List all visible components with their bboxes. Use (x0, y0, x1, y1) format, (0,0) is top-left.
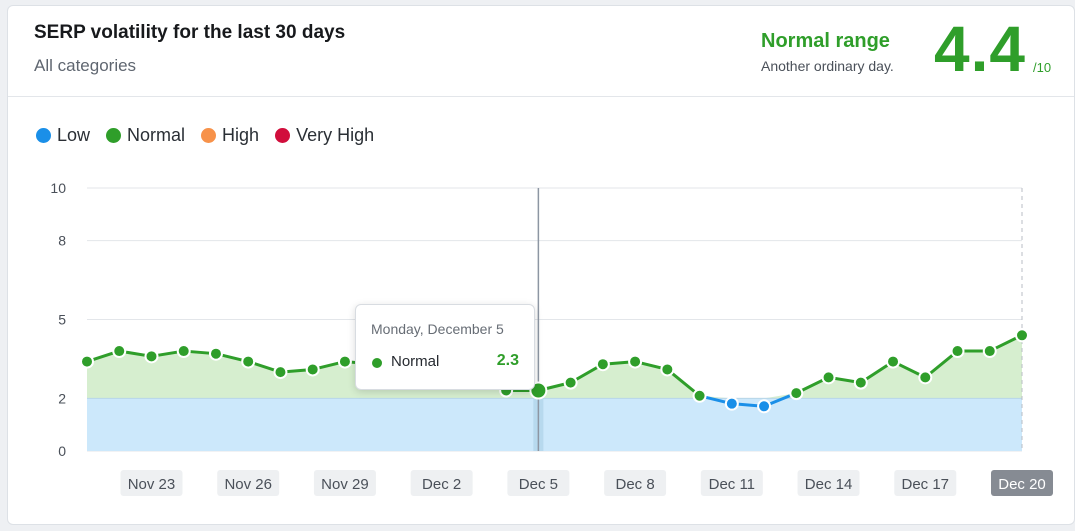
legend-label: High (222, 125, 260, 145)
x-tick-badge (507, 470, 570, 496)
y-tick-label: 8 (58, 233, 66, 249)
x-tick-badge (700, 470, 763, 496)
category-selector[interactable]: All categories (34, 56, 137, 75)
data-point (821, 370, 836, 385)
legend-dot-icon (201, 128, 217, 143)
data-point (595, 357, 610, 372)
x-tick-badge (410, 470, 473, 496)
x-tick-badge (604, 470, 667, 496)
legend-item-low[interactable]: Low (36, 125, 90, 146)
y-tick-label: 5 (58, 312, 66, 328)
data-point (628, 354, 643, 369)
x-tick-label: Dec 17 (902, 476, 950, 493)
data-point (144, 349, 159, 364)
data-point (918, 370, 933, 385)
data-point (724, 396, 739, 411)
data-point (692, 388, 707, 403)
data-point (1015, 328, 1029, 343)
x-tick-label: Dec 5 (519, 476, 558, 493)
card-title: SERP volatility for the last 30 days (34, 22, 346, 43)
x-tick-label: Dec 2 (422, 476, 461, 493)
data-point (208, 346, 223, 361)
data-point (950, 344, 965, 359)
x-tick-label: Nov 26 (224, 476, 272, 493)
tooltip-series-dot-icon (372, 358, 382, 368)
data-point (660, 362, 675, 377)
data-point (563, 375, 578, 390)
volatility-card: SERP volatility for the last 30 days All… (7, 5, 1075, 525)
legend-label: Very High (296, 125, 375, 145)
volatility-score: 4.4 (934, 13, 1026, 85)
tooltip-series: Normal (391, 353, 440, 370)
data-point (982, 344, 997, 359)
range-description: Another ordinary day. (761, 58, 894, 74)
y-tick-label: 2 (58, 390, 66, 406)
data-point (853, 375, 868, 390)
data-point (176, 344, 191, 359)
legend-item-very-high[interactable]: Very High (275, 125, 374, 146)
data-point (80, 354, 94, 369)
data-point (789, 386, 804, 401)
score-max: /10 (1033, 60, 1052, 75)
x-tick-label: Dec 20 (998, 476, 1046, 493)
legend: Low Normal High Very High (36, 125, 374, 146)
legend-label: Normal (127, 125, 186, 145)
data-point (305, 362, 320, 377)
volatility-chart[interactable]: 0 2 5 8 10 Nov 23 Nov 26 Nov 29 Dec 2 Dec 5 Dec 8 D… (8, 6, 1075, 525)
x-tick-badge (313, 470, 376, 496)
x-tick-label: Nov 23 (128, 476, 176, 493)
x-tick-badge (120, 470, 183, 496)
y-tick-label: 10 (50, 180, 66, 196)
tooltip-date: Monday, December 5 (371, 321, 504, 337)
band-low (87, 398, 1022, 451)
legend-item-high[interactable]: High (201, 125, 259, 146)
range-label: Normal range (761, 30, 890, 52)
data-point (337, 354, 352, 369)
legend-dot-icon (106, 128, 122, 143)
x-tick-badge (217, 470, 280, 496)
x-tick-label: Dec 11 (709, 476, 755, 493)
data-point (241, 354, 256, 369)
legend-label: Low (57, 125, 91, 145)
card-header: SERP volatility for the last 30 days All… (8, 6, 1074, 97)
data-point (112, 344, 127, 359)
legend-dot-icon (275, 128, 291, 143)
band-normal-area (87, 335, 1022, 399)
x-tick-label: Dec 14 (805, 476, 853, 493)
data-point (273, 365, 288, 380)
x-tick-badge (894, 470, 957, 496)
x-tick-label: Dec 8 (616, 476, 655, 493)
legend-item-normal[interactable]: Normal (106, 125, 185, 146)
y-tick-label: 0 (58, 443, 66, 459)
data-point (886, 354, 901, 369)
legend-dot-icon (36, 128, 51, 143)
x-tick-badge (797, 470, 860, 496)
x-tick-label: Nov 29 (321, 476, 369, 493)
x-tick-badge (991, 470, 1053, 496)
chart-tooltip: Monday, December 5 Normal 2.3 (355, 304, 535, 390)
tooltip-value: 2.3 (496, 352, 519, 369)
data-point (757, 399, 772, 414)
